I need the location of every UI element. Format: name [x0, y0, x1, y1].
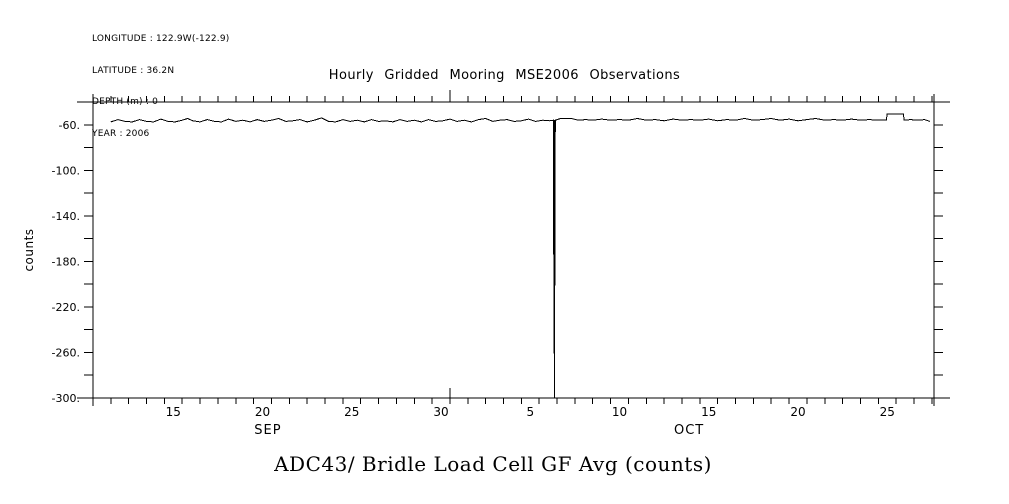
- data-line: [110, 113, 931, 399]
- x-tick-label: 10: [612, 405, 627, 419]
- y-tick-label: -100.: [52, 164, 80, 177]
- longitude-line: LONGITUDE : 122.9W(-122.9): [92, 34, 230, 44]
- x-tick-label: 5: [526, 405, 534, 419]
- y-tick-label: -300.: [52, 392, 80, 405]
- x-tick-label: 30: [433, 405, 448, 419]
- x-tick-label: 20: [255, 405, 270, 419]
- chart-title: Hourly Gridded Mooring MSE2006 Observati…: [328, 68, 681, 83]
- x-tick-label: 25: [344, 405, 359, 419]
- bottom-title: ADC43/ Bridle Load Cell GF Avg (counts): [274, 452, 712, 476]
- y-tick-label: -180.: [52, 255, 80, 268]
- y-tick-label: -220.: [52, 301, 80, 314]
- year-line: YEAR : 2006: [92, 128, 150, 139]
- month-label: SEP: [254, 423, 281, 438]
- x-tick-label: 25: [880, 405, 895, 419]
- latitude-line: LATITUDE : 36.2N: [92, 65, 175, 76]
- x-tick-label: 20: [790, 405, 805, 419]
- x-tick-label: 15: [166, 405, 181, 419]
- y-tick-label: -60.: [59, 119, 80, 132]
- x-tick-label: 15: [701, 405, 716, 419]
- y-tick-label: -140.: [52, 210, 80, 223]
- y-tick-label: -260.: [52, 346, 80, 359]
- month-label: OCT: [674, 423, 704, 438]
